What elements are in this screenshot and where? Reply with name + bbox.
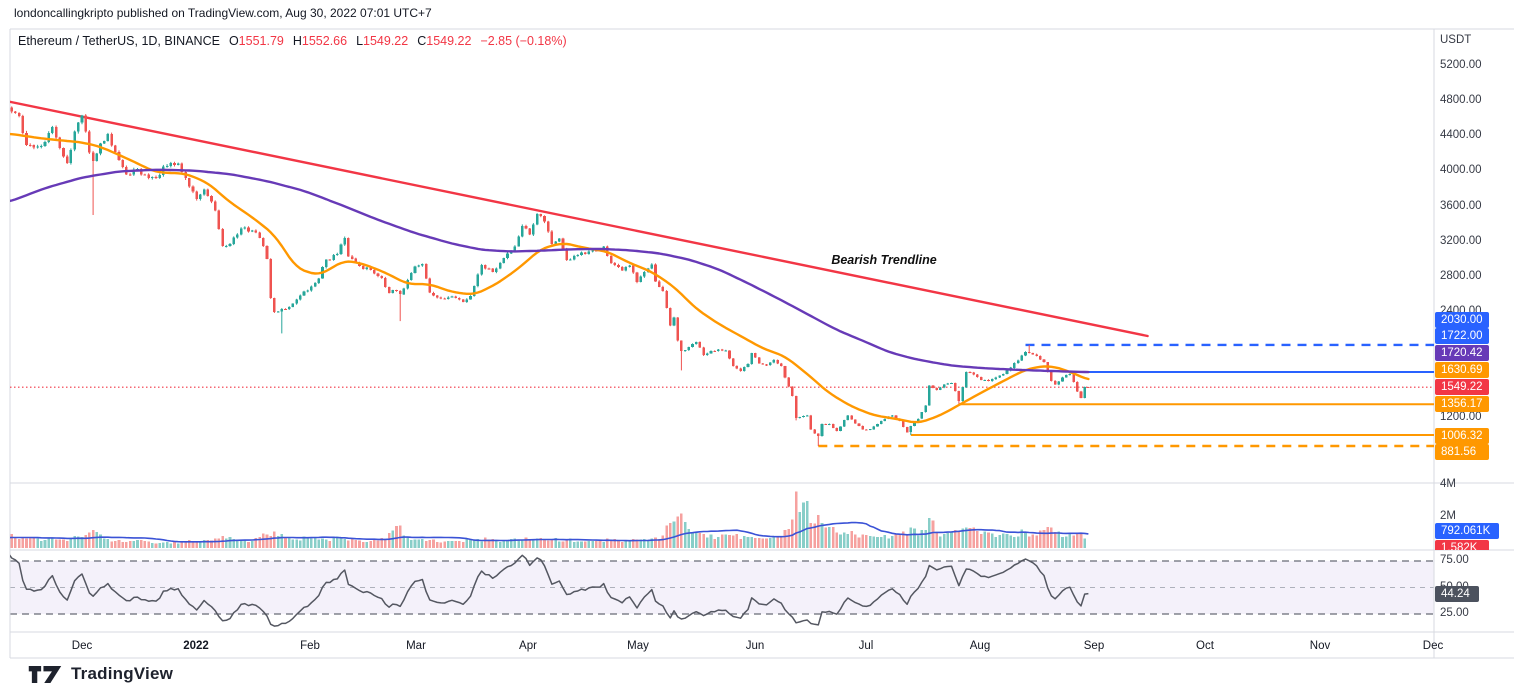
price-axis-badge[interactable]: 2030.00 xyxy=(1435,312,1489,328)
time-axis-label-dec[interactable]: Dec xyxy=(1422,640,1444,652)
rsi-tick-label: 75.00 xyxy=(1440,554,1469,566)
time-axis-label-2022[interactable]: 2022 xyxy=(183,640,209,652)
trendline-annotation[interactable]: Bearish Trendline xyxy=(831,253,937,267)
price-axis-badge[interactable]: 1722.00 xyxy=(1435,328,1489,344)
price-tick-label: 4800.00 xyxy=(1440,93,1482,106)
clipped-volume-badge-box: 1.582K xyxy=(1434,540,1504,550)
volume-tick-label: 2M xyxy=(1440,509,1456,522)
attribution-text: londoncallingkripto published on Trading… xyxy=(14,6,432,20)
low-label: L xyxy=(356,34,364,48)
price-axis-badge[interactable]: 1006.32 xyxy=(1435,428,1489,444)
close-value: 1549.22 xyxy=(426,34,472,48)
ma-orange-line xyxy=(10,132,1090,424)
change-value: −2.85 (−0.18%) xyxy=(480,34,567,48)
time-axis-label-apr[interactable]: Apr xyxy=(519,640,537,652)
time-axis-label-may[interactable]: May xyxy=(627,640,649,652)
price-axis-badge[interactable]: 1630.69 xyxy=(1435,362,1489,378)
volume-ma-line xyxy=(10,521,1089,543)
volume-bars xyxy=(10,491,1086,549)
price-tick-label: 3600.00 xyxy=(1440,199,1482,212)
close-label: C xyxy=(417,34,427,48)
symbol-legend[interactable]: Ethereum / TetherUS, 1D, BINANCE O1551.79… xyxy=(18,34,567,48)
price-tick-label: 4400.00 xyxy=(1440,129,1482,142)
axis-currency-label: USDT xyxy=(1440,34,1472,46)
time-axis-label-jun[interactable]: Jun xyxy=(745,640,765,652)
bearish-trendline xyxy=(10,100,1149,338)
open-label: O xyxy=(228,34,239,48)
tradingview-logo-icon xyxy=(28,665,62,683)
price-axis-badge[interactable]: 44.24 xyxy=(1435,586,1479,602)
high-label: H xyxy=(292,34,302,48)
price-tick-label: 5200.00 xyxy=(1440,58,1482,71)
time-axis-label-feb[interactable]: Feb xyxy=(300,640,320,652)
time-axis-label-sep[interactable]: Sep xyxy=(1083,640,1105,652)
time-axis-label-oct[interactable]: Oct xyxy=(1196,640,1214,652)
price-tick-label: 3200.00 xyxy=(1440,234,1482,247)
price-axis-badge[interactable]: 881.56 xyxy=(1435,444,1489,460)
volume-value-badge[interactable]: 1.582K xyxy=(1435,540,1489,550)
price-tick-label: 2800.00 xyxy=(1440,270,1482,283)
time-axis-label-nov[interactable]: Nov xyxy=(1309,640,1331,652)
price-axis-badge[interactable]: 1549.22 xyxy=(1435,379,1489,395)
high-value: 1552.66 xyxy=(301,34,348,48)
ma-purple-line xyxy=(10,168,1090,374)
symbol-title[interactable]: Ethereum / TetherUS, 1D, BINANCE xyxy=(18,34,220,48)
volume-tick-label: 4M xyxy=(1440,478,1456,490)
price-axis-badge[interactable]: 792.061K xyxy=(1435,523,1499,539)
price-tick-label: 4000.00 xyxy=(1440,164,1482,177)
time-axis-label-aug[interactable]: Aug xyxy=(969,640,991,652)
candlesticks xyxy=(10,106,1090,446)
time-axis-label-jul[interactable]: Jul xyxy=(858,640,874,652)
open-value: 1551.79 xyxy=(238,34,284,48)
time-axis-label-mar[interactable]: Mar xyxy=(406,640,426,652)
price-axis-badge[interactable]: 1720.42 xyxy=(1435,345,1489,361)
time-axis-label-dec[interactable]: Dec xyxy=(71,640,93,652)
rsi-tick-label: 25.00 xyxy=(1440,607,1469,619)
footer-brand[interactable]: TradingView xyxy=(28,662,173,686)
footer-brand-text: TradingView xyxy=(71,664,174,683)
low-value: 1549.22 xyxy=(363,34,409,48)
rsi-line xyxy=(10,554,1089,627)
price-axis-badge[interactable]: 1356.17 xyxy=(1435,396,1489,412)
price-tick-label: 1200.00 xyxy=(1440,410,1482,423)
